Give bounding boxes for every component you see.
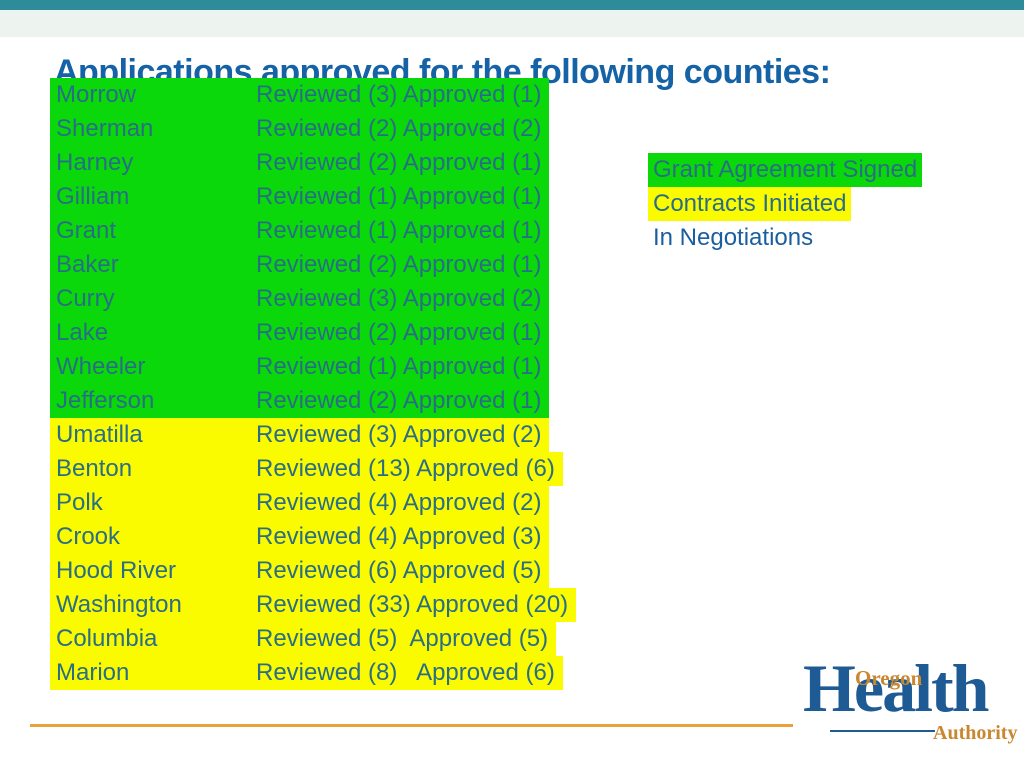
county-review-detail: Reviewed (3) Approved (1) bbox=[256, 81, 542, 108]
county-row-washington: Washington Reviewed (33) Approved (20) bbox=[50, 588, 577, 622]
county-row-crook: Crook Reviewed (4) Approved (3) bbox=[50, 520, 550, 554]
county-review-detail: Reviewed (1) Approved (1) bbox=[256, 183, 542, 210]
county-row-wheeler: Wheeler Reviewed (1) Approved (1) bbox=[50, 350, 550, 384]
county-row-hood-river: Hood River Reviewed (6) Approved (5) bbox=[50, 554, 550, 588]
county-name: Jefferson bbox=[56, 387, 155, 414]
county-review-detail: Reviewed (8) Approved (6) bbox=[256, 659, 555, 686]
logo-oregon-text: Oregon bbox=[855, 666, 923, 690]
county-name: Benton bbox=[56, 455, 133, 482]
county-list: Morrow Reviewed (3) Approved (1) Sherman R… bbox=[50, 78, 577, 690]
county-row-marion: Marion Reviewed (8) Approved (6) bbox=[50, 656, 563, 690]
slide-top-band bbox=[0, 10, 1024, 37]
county-review-detail: Reviewed (33) Approved (20) bbox=[256, 591, 569, 618]
county-row-sherman: Sherman Reviewed (2) Approved (2) bbox=[50, 112, 550, 146]
county-name: Morrow bbox=[56, 81, 137, 108]
legend-item-grant-agreement-signed: Grant Agreement Signed bbox=[648, 153, 923, 187]
county-review-detail: Reviewed (5) Approved (5) bbox=[256, 625, 549, 652]
county-name: Baker bbox=[56, 251, 119, 278]
county-review-detail: Reviewed (6) Approved (5) bbox=[256, 557, 542, 584]
slide-top-accent-bar bbox=[0, 0, 1024, 10]
county-name: Sherman bbox=[56, 115, 154, 142]
county-row-jefferson: Jefferson Reviewed (2) Approved (1) bbox=[50, 384, 550, 418]
county-review-detail: Reviewed (2) Approved (1) bbox=[256, 319, 542, 346]
county-review-detail: Reviewed (3) Approved (2) bbox=[256, 285, 542, 312]
county-row-polk: Polk Reviewed (4) Approved (2) bbox=[50, 486, 550, 520]
logo-underline bbox=[830, 730, 935, 732]
county-row-umatilla: Umatilla Reviewed (3) Approved (2) bbox=[50, 418, 550, 452]
county-review-detail: Reviewed (2) Approved (1) bbox=[256, 387, 542, 414]
county-name: Crook bbox=[56, 523, 121, 550]
county-review-detail: Reviewed (2) Approved (2) bbox=[256, 115, 542, 142]
county-review-detail: Reviewed (1) Approved (1) bbox=[256, 217, 542, 244]
legend-item-contracts-initiated: Contracts Initiated bbox=[648, 187, 852, 221]
county-review-detail: Reviewed (4) Approved (2) bbox=[256, 489, 542, 516]
county-name: Grant bbox=[56, 217, 117, 244]
county-name: Polk bbox=[56, 489, 103, 516]
legend-item-in-negotiations: In Negotiations bbox=[653, 224, 814, 251]
county-name: Hood River bbox=[56, 557, 177, 584]
county-name: Marion bbox=[56, 659, 130, 686]
footer-accent-line bbox=[30, 724, 793, 727]
status-legend: Grant Agreement Signed Contracts Initiat… bbox=[648, 153, 923, 255]
oregon-health-authority-logo: Health Oregon Authority bbox=[795, 654, 1020, 755]
county-name: Umatilla bbox=[56, 421, 143, 448]
county-name: Washington bbox=[56, 591, 182, 618]
county-row-baker: Baker Reviewed (2) Approved (1) bbox=[50, 248, 550, 282]
county-row-harney: Harney Reviewed (2) Approved (1) bbox=[50, 146, 550, 180]
county-row-morrow: Morrow Reviewed (3) Approved (1) bbox=[50, 78, 550, 112]
county-name: Lake bbox=[56, 319, 109, 346]
county-name: Curry bbox=[56, 285, 115, 312]
county-review-detail: Reviewed (4) Approved (3) bbox=[256, 523, 542, 550]
logo-health-text: Health bbox=[803, 650, 989, 726]
county-review-detail: Reviewed (2) Approved (1) bbox=[256, 251, 542, 278]
county-name: Harney bbox=[56, 149, 134, 176]
county-row-lake: Lake Reviewed (2) Approved (1) bbox=[50, 316, 550, 350]
county-name: Columbia bbox=[56, 625, 158, 652]
county-row-columbia: Columbia Reviewed (5) Approved (5) bbox=[50, 622, 557, 656]
county-row-curry: Curry Reviewed (3) Approved (2) bbox=[50, 282, 550, 316]
county-review-detail: Reviewed (2) Approved (1) bbox=[256, 149, 542, 176]
county-review-detail: Reviewed (13) Approved (6) bbox=[256, 455, 555, 482]
county-row-benton: Benton Reviewed (13) Approved (6) bbox=[50, 452, 563, 486]
county-row-gilliam: Gilliam Reviewed (1) Approved (1) bbox=[50, 180, 550, 214]
county-name: Wheeler bbox=[56, 353, 146, 380]
county-row-grant: Grant Reviewed (1) Approved (1) bbox=[50, 214, 550, 248]
logo-authority-text: Authority bbox=[933, 722, 1018, 744]
county-review-detail: Reviewed (1) Approved (1) bbox=[256, 353, 542, 380]
county-review-detail: Reviewed (3) Approved (2) bbox=[256, 421, 542, 448]
county-name: Gilliam bbox=[56, 183, 130, 210]
